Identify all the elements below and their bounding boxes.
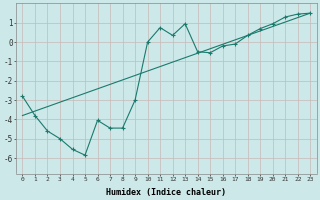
X-axis label: Humidex (Indice chaleur): Humidex (Indice chaleur) — [106, 188, 226, 197]
